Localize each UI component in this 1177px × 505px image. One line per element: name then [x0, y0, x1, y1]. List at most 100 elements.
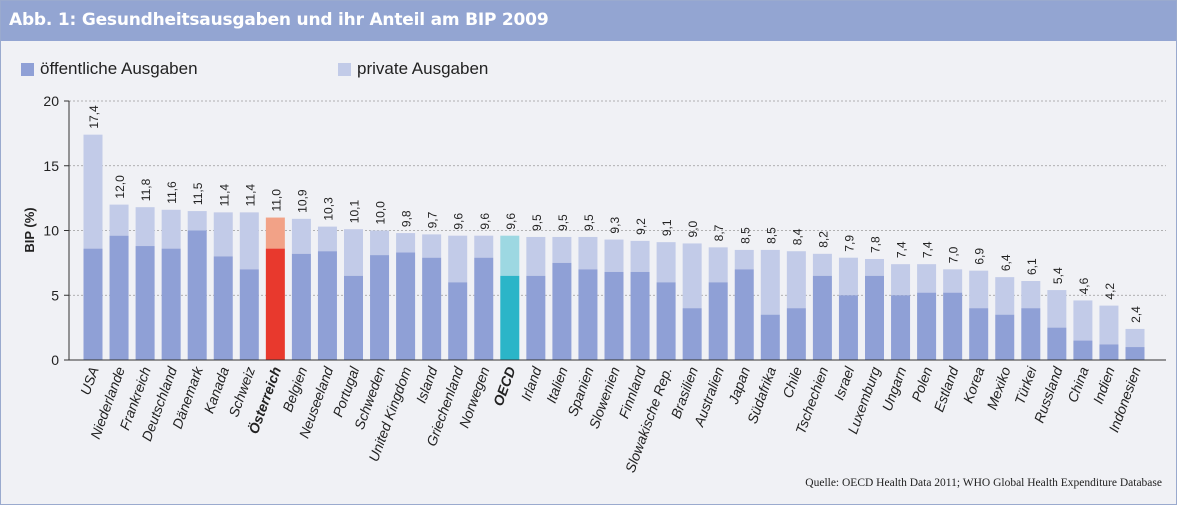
bar-public [239, 269, 259, 360]
bar-private [526, 236, 546, 276]
bar-public [604, 271, 624, 360]
category-label: Indien [1090, 364, 1118, 406]
bar-public [500, 275, 520, 360]
value-label: 7,4 [895, 241, 909, 258]
bar-private [760, 249, 780, 315]
bar-private [396, 233, 416, 253]
category-label: Estland [930, 363, 961, 413]
value-label: 9,3 [608, 217, 622, 234]
bar-public [1125, 347, 1145, 360]
category-label: Ungarn [879, 364, 910, 413]
y-tick-label: 10 [43, 223, 59, 239]
bar-public [291, 253, 311, 360]
y-tick-label: 5 [51, 287, 59, 303]
value-label: 8,2 [816, 231, 830, 248]
bar-public [969, 308, 989, 360]
value-label: 9,2 [634, 218, 648, 235]
value-label: 11,4 [217, 184, 231, 207]
value-label: 8,7 [712, 224, 726, 241]
bar-private [552, 236, 572, 263]
value-label: 11,6 [165, 181, 179, 204]
bar-private [500, 235, 520, 276]
bar-public [474, 257, 494, 360]
bar-private [578, 236, 598, 270]
category-label: Italien [543, 364, 571, 405]
bar-public [656, 282, 676, 360]
category-label: Türkei [1011, 364, 1040, 407]
bar-private [1125, 328, 1145, 348]
value-label: 9,7 [426, 211, 440, 228]
bar-public [317, 251, 337, 360]
bar-private [213, 212, 233, 257]
value-label: 10,0 [374, 201, 388, 225]
bar-private [1073, 300, 1093, 341]
bar-public [552, 262, 572, 360]
value-label: 4,6 [1077, 277, 1091, 294]
bar-public [109, 235, 129, 360]
bar-public [630, 271, 650, 360]
bar-private [344, 229, 363, 276]
bar-private [474, 235, 494, 258]
bar-public [838, 295, 858, 360]
bar-public [1099, 344, 1119, 360]
value-label: 6,4 [999, 254, 1013, 271]
bar-private [239, 212, 259, 270]
value-label: 7,9 [842, 235, 856, 252]
value-label: 9,8 [400, 210, 414, 227]
value-label: 6,9 [973, 248, 987, 265]
bar-private [969, 270, 989, 309]
bar-private [370, 230, 390, 256]
bar-private [1047, 290, 1067, 328]
bar-private [891, 264, 911, 296]
bar-public [135, 246, 155, 360]
bar-public [708, 282, 728, 360]
category-label: Polen [908, 364, 935, 403]
bar-private [1021, 281, 1041, 309]
legend-label-public: öffentliche Ausgaben [40, 59, 198, 78]
bar-private [1099, 305, 1119, 345]
value-label: 12,0 [113, 175, 127, 199]
value-label: 11,0 [269, 189, 283, 212]
value-label: 7,0 [947, 246, 961, 263]
bar-public [786, 308, 806, 360]
value-label: 9,5 [582, 214, 596, 231]
value-label: 4,2 [1103, 283, 1117, 300]
value-label: 2,4 [1129, 306, 1143, 323]
bar-public [1021, 308, 1041, 360]
bar-private [917, 264, 937, 293]
bar-private [317, 226, 337, 252]
bar-private [656, 242, 676, 283]
bar-public [213, 256, 233, 360]
bar-public [448, 282, 468, 360]
bar-private [265, 217, 285, 249]
value-label: 17,4 [87, 105, 101, 129]
bar-public [943, 292, 963, 360]
value-label: 10,1 [348, 200, 362, 224]
value-label: 9,5 [530, 214, 544, 231]
category-label: OECD [490, 365, 519, 408]
value-label: 6,1 [1025, 258, 1039, 275]
bar-private [161, 209, 181, 249]
value-label: 9,5 [556, 214, 570, 231]
bar-private [838, 257, 858, 296]
bar-private [786, 251, 806, 309]
category-label: Island [413, 363, 441, 405]
bar-private [422, 234, 442, 258]
legend-swatch-private [338, 62, 351, 76]
bar-private [448, 235, 468, 283]
bar-public [682, 308, 702, 360]
value-label: 8,5 [738, 227, 752, 244]
bar-private [812, 253, 832, 276]
bar-private [708, 247, 728, 283]
legend-swatch-public [21, 62, 34, 76]
bar-public [865, 275, 884, 360]
bar-private [83, 134, 103, 249]
value-label: 10,9 [295, 189, 309, 213]
value-label: 9,6 [478, 213, 492, 230]
legend-label-private: private Ausgaben [357, 59, 489, 78]
bar-public [370, 255, 390, 360]
bar-private [187, 211, 207, 231]
chart-title: Abb. 1: Gesundheitsausgaben und ihr Ante… [9, 10, 549, 30]
